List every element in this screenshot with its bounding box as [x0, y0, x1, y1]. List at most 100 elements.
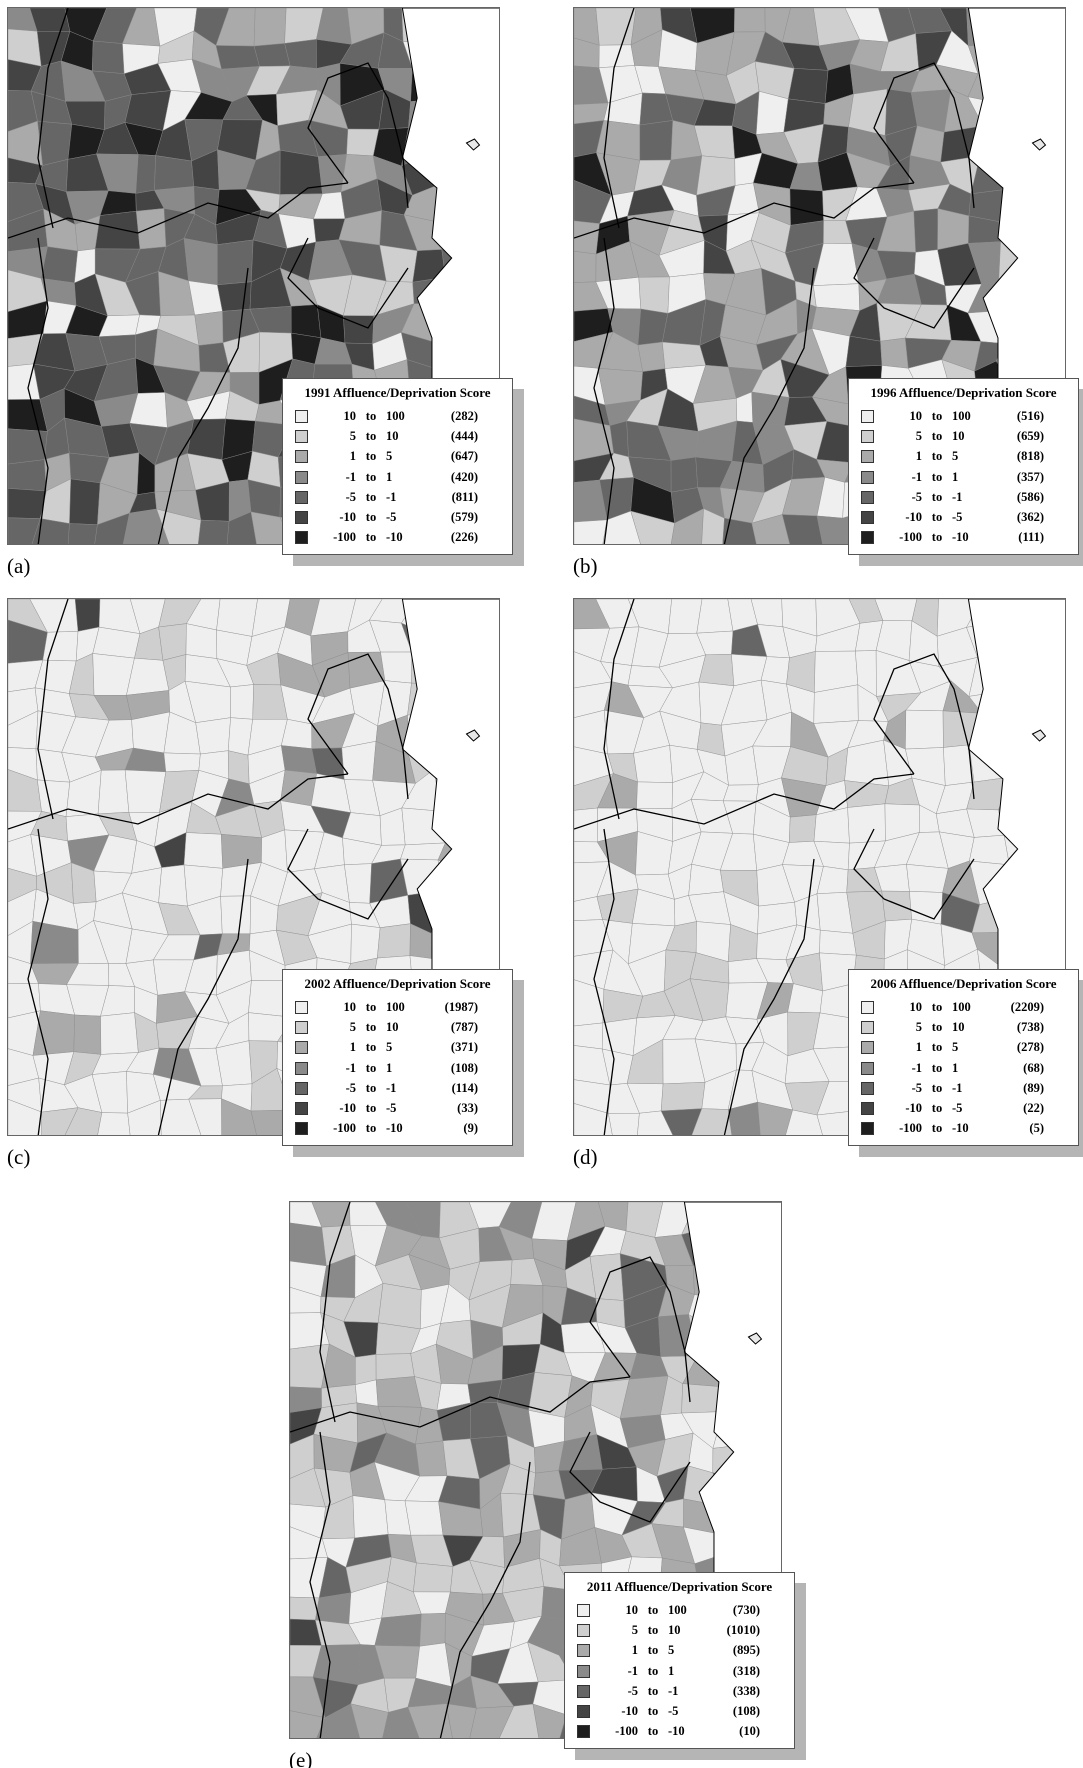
legend-swatch — [861, 511, 874, 524]
legend-row: 1to5(818) — [849, 447, 1078, 467]
map-area — [819, 930, 856, 955]
count: (1010) — [704, 1623, 760, 1638]
legend-swatch — [295, 430, 308, 443]
legend-row: 1to5(371) — [283, 1038, 512, 1058]
map-panel: 2006 Affluence/Deprivation Score10to100(… — [573, 598, 1066, 1136]
map-area — [198, 520, 229, 545]
map-area — [8, 460, 46, 491]
legend-swatch — [295, 1062, 308, 1075]
map-area — [813, 284, 859, 311]
range-word: to — [922, 409, 952, 424]
map-area — [723, 785, 758, 801]
count: (579) — [422, 510, 478, 525]
range-to: -10 — [386, 530, 422, 545]
map-area — [69, 479, 100, 525]
range-from: -1 — [874, 1061, 922, 1076]
legend-swatch — [577, 1725, 590, 1738]
legend-swatch — [861, 1102, 874, 1115]
panel-label: (d) — [573, 1145, 598, 1170]
map-area — [574, 1023, 603, 1049]
range-word: to — [356, 1121, 386, 1136]
legend: 1996 Affluence/Deprivation Score10to100(… — [848, 378, 1079, 555]
range-from: -10 — [308, 1101, 356, 1116]
map-area — [906, 864, 948, 892]
map-area — [661, 1082, 705, 1111]
map-area — [413, 1563, 453, 1592]
count: (811) — [422, 490, 478, 505]
map-area — [254, 8, 286, 46]
range-from: -100 — [308, 530, 356, 545]
count: (357) — [988, 470, 1044, 485]
legend-swatch — [861, 1041, 874, 1054]
range-from: 10 — [874, 1000, 922, 1015]
range-to: 10 — [952, 1020, 988, 1035]
map-area — [381, 652, 412, 683]
range-to: 5 — [386, 1040, 422, 1055]
legend-swatch — [295, 450, 308, 463]
legend-swatch — [861, 491, 874, 504]
legend-swatch — [295, 1001, 308, 1014]
panel-label: (a) — [7, 554, 30, 579]
map-area — [905, 710, 943, 749]
map-area — [574, 251, 596, 282]
legend-swatch — [861, 531, 874, 544]
map-area — [74, 1015, 101, 1054]
legend-swatch — [861, 1122, 874, 1135]
range-word: to — [922, 1061, 952, 1076]
range-word: to — [356, 490, 386, 505]
map-area — [38, 121, 72, 165]
map-area — [400, 843, 445, 860]
count: (1987) — [422, 1000, 478, 1015]
legend-swatch — [295, 491, 308, 504]
count: (787) — [422, 1020, 478, 1035]
legend-row: -100to-10(5) — [849, 1119, 1078, 1139]
map-area — [281, 770, 317, 806]
range-from: 10 — [308, 1000, 356, 1015]
count: (226) — [422, 530, 478, 545]
map-area — [420, 1613, 446, 1646]
map-area — [697, 599, 733, 633]
count: (10) — [704, 1724, 760, 1739]
map-area — [734, 8, 765, 32]
legend-swatch — [295, 531, 308, 544]
range-from: 5 — [308, 429, 356, 444]
map-area — [752, 392, 789, 426]
legend-swatch — [577, 1685, 590, 1698]
range-word: to — [922, 470, 952, 485]
map-area — [75, 599, 100, 631]
panel-label: (c) — [7, 1145, 30, 1170]
count: (647) — [422, 449, 478, 464]
legend: 2011 Affluence/Deprivation Score10to100(… — [564, 1572, 795, 1749]
range-from: 10 — [590, 1603, 638, 1618]
map-area — [914, 209, 938, 253]
map-area — [189, 281, 223, 315]
map-area — [848, 804, 886, 843]
range-to: -1 — [386, 1081, 422, 1096]
map-area — [598, 368, 643, 405]
legend-swatch — [295, 471, 308, 484]
range-to: 100 — [952, 1000, 988, 1015]
map-area — [254, 43, 290, 66]
legend-swatch — [295, 1041, 308, 1054]
count: (730) — [704, 1603, 760, 1618]
map-area — [640, 120, 673, 160]
legend-row: 5to10(1010) — [565, 1620, 794, 1640]
range-from: -1 — [590, 1664, 638, 1679]
legend-row: 10to100(1987) — [283, 997, 512, 1017]
range-to: 1 — [386, 1061, 422, 1076]
range-word: to — [638, 1704, 668, 1719]
count: (89) — [988, 1081, 1044, 1096]
range-word: to — [638, 1643, 668, 1658]
map-area — [788, 68, 828, 103]
legend-row: -5to-1(811) — [283, 487, 512, 507]
count: (5) — [988, 1121, 1044, 1136]
map-area — [136, 155, 156, 194]
count: (895) — [704, 1643, 760, 1658]
count: (516) — [988, 409, 1044, 424]
